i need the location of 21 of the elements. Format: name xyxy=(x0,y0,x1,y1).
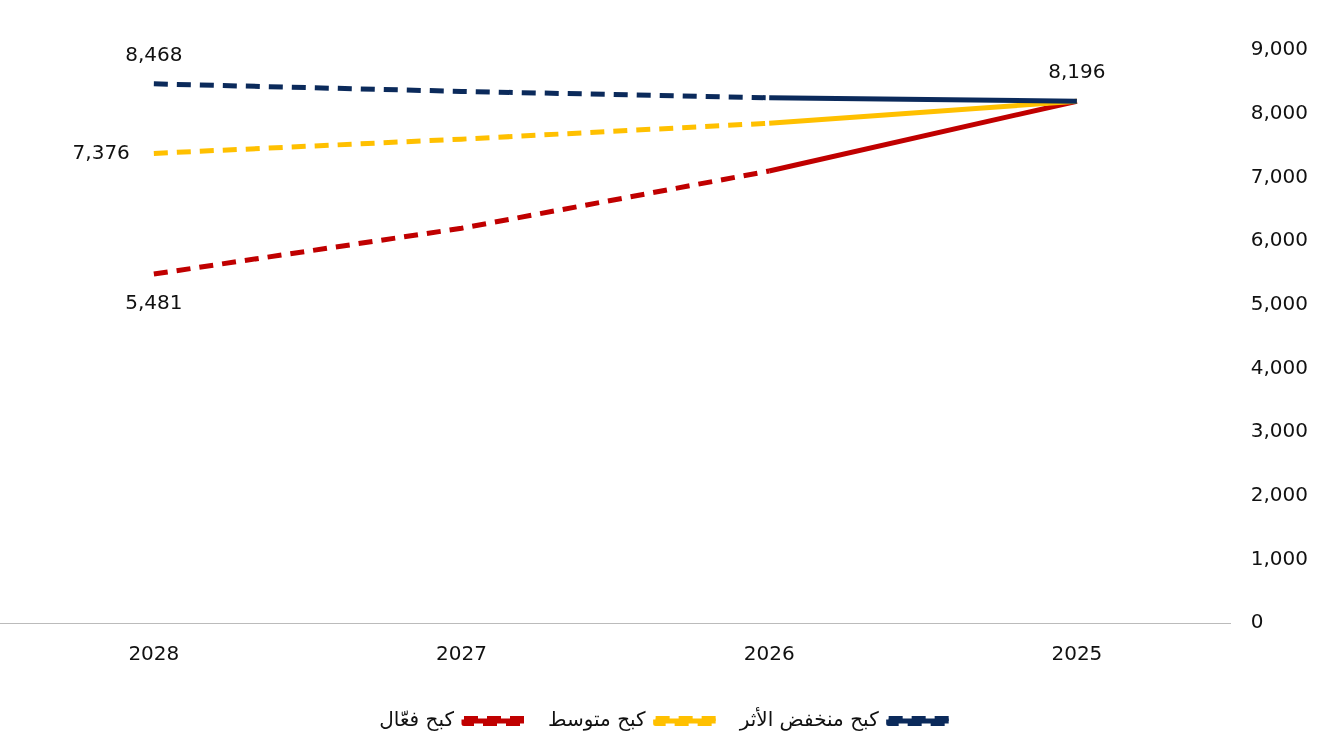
legend-label: كبح متوسط xyxy=(547,707,647,732)
y-tick-label: 8,000 xyxy=(1250,99,1309,124)
x-tick-label: 2027 xyxy=(436,641,487,666)
y-tick-label: 0 xyxy=(1250,609,1264,634)
data-label: 8,196 xyxy=(1048,59,1106,84)
y-tick-label: 1,000 xyxy=(1250,545,1309,570)
legend-label: كبح منخفض الأثر xyxy=(738,707,880,732)
y-tick-label: 4,000 xyxy=(1250,354,1309,379)
x-tick-label: 2025 xyxy=(1051,641,1103,666)
legend-label: كبح فعّال xyxy=(379,707,455,732)
y-tick-label: 5,000 xyxy=(1250,290,1309,315)
y-tick-label: 7,000 xyxy=(1250,163,1309,188)
y-tick-label: 2,000 xyxy=(1250,481,1309,506)
y-tick-label: 9,000 xyxy=(1250,36,1309,61)
x-tick-label: 2026 xyxy=(743,641,795,666)
data-label: 5,481 xyxy=(125,290,183,315)
x-tick-label: 2028 xyxy=(128,641,180,666)
y-tick-label: 6,000 xyxy=(1250,227,1309,252)
data-label: 8,468 xyxy=(125,42,183,67)
data-label: 7,376 xyxy=(72,139,130,164)
y-tick-label: 3,000 xyxy=(1250,418,1309,443)
